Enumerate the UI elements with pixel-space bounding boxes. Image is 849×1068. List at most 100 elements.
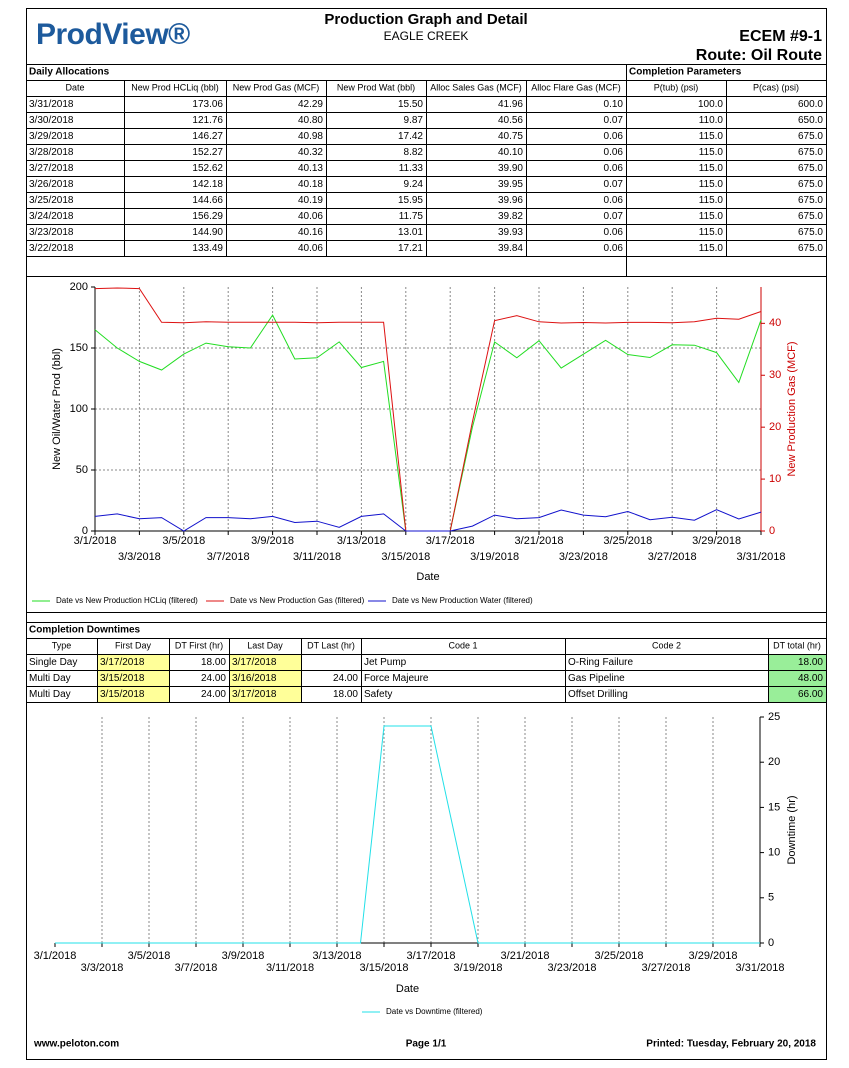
table-cell: 0.06 — [604, 227, 624, 238]
column-header: Alloc Flare Gas (MCF) — [531, 82, 621, 92]
table-cell: 3/26/2018 — [29, 179, 74, 190]
y2-tick-label: 0 — [769, 525, 775, 537]
table-cell: 675.0 — [798, 179, 823, 190]
table-cell: 39.84 — [498, 243, 523, 254]
column-header: Code 2 — [652, 640, 681, 650]
table-cell: 3/29/2018 — [29, 131, 74, 142]
table-cell: 650.0 — [798, 115, 823, 126]
table-cell: 24.00 — [201, 689, 226, 700]
table-cell: 18.00 — [201, 657, 226, 668]
y2-tick-label: 20 — [769, 421, 781, 433]
table-cell: 675.0 — [798, 163, 823, 174]
table-cell: 115.0 — [699, 179, 724, 190]
table-cell: 110.0 — [699, 115, 724, 126]
legend-label: Date vs New Production HCLiq (filtered) — [56, 596, 198, 605]
table-cell: 40.10 — [498, 147, 523, 158]
table-cell: 115.0 — [699, 147, 724, 158]
legend-label: Date vs Downtime (filtered) — [386, 1007, 483, 1016]
x-tick-label: 3/17/2018 — [407, 950, 456, 962]
table-cell: 48.00 — [798, 673, 823, 684]
y-tick-label: 5 — [768, 892, 774, 904]
series-line — [94, 509, 762, 532]
table-cell: 115.0 — [699, 243, 724, 254]
y-tick-label: 20 — [768, 756, 780, 768]
table-cell: O-Ring Failure — [568, 657, 633, 668]
column-header: DT total (hr) — [773, 640, 821, 650]
table-cell: 3/30/2018 — [29, 115, 74, 126]
table-cell: 39.96 — [498, 195, 523, 206]
table-cell: 11.75 — [399, 211, 424, 222]
table-cell: 3/17/2018 — [232, 689, 277, 700]
table-cell: 40.13 — [298, 163, 323, 174]
x-tick-label: 3/31/2018 — [736, 962, 785, 974]
table-cell: 152.27 — [192, 147, 223, 158]
table-cell: 0.07 — [604, 211, 624, 222]
table-cell: 40.19 — [298, 195, 323, 206]
x-axis-title: Date — [396, 983, 419, 995]
x-tick-label: 3/13/2018 — [337, 535, 386, 547]
column-header: DT Last (hr) — [307, 640, 355, 650]
table-cell: 13.01 — [398, 227, 423, 238]
table-cell: 40.75 — [498, 131, 523, 142]
table-cell: 675.0 — [798, 131, 823, 142]
table-cell: 40.06 — [298, 243, 323, 254]
table-cell: 9.87 — [404, 115, 424, 126]
x-axis-title: Date — [416, 571, 439, 583]
x-tick-label: 3/29/2018 — [692, 535, 741, 547]
section-title: Completion Parameters — [629, 67, 742, 78]
table-cell: 18.00 — [798, 657, 823, 668]
table-cell: 42.29 — [298, 99, 323, 110]
table-cell: 18.00 — [333, 689, 358, 700]
footer-page: Page 1/1 — [406, 1039, 447, 1050]
x-tick-label: 3/11/2018 — [266, 962, 314, 974]
column-header: Last Day — [247, 640, 283, 650]
x-tick-label: 3/25/2018 — [595, 950, 644, 962]
table-cell: 39.95 — [498, 179, 523, 190]
table-cell: 144.66 — [192, 195, 223, 206]
table-cell: 3/23/2018 — [29, 227, 74, 238]
table-cell: 0.06 — [604, 243, 624, 254]
column-header: New Prod Gas (MCF) — [233, 82, 320, 92]
table-cell: 8.82 — [404, 147, 424, 158]
table-cell: 24.00 — [333, 673, 358, 684]
table-cell: 11.33 — [399, 163, 424, 174]
table-cell: 600.0 — [798, 99, 823, 110]
x-tick-label: 3/31/2018 — [737, 551, 786, 563]
x-tick-label: 3/23/2018 — [548, 962, 597, 974]
y-tick-label: 100 — [70, 403, 88, 415]
table-cell: 40.18 — [298, 179, 323, 190]
table-cell: Multi Day — [29, 689, 71, 700]
x-tick-label: 3/21/2018 — [515, 535, 564, 547]
y2-tick-label: 40 — [769, 317, 781, 329]
cell-highlight — [98, 671, 169, 686]
y-tick-label: 15 — [768, 801, 780, 813]
report-title: Production Graph and Detail — [324, 11, 527, 28]
table-cell: 3/22/2018 — [29, 243, 74, 254]
cell-highlight — [230, 655, 301, 670]
x-tick-label: 3/23/2018 — [559, 551, 608, 563]
footer-website: www.peloton.com — [33, 1039, 119, 1050]
x-tick-label: 3/11/2018 — [293, 551, 341, 563]
table-cell: 40.56 — [498, 115, 523, 126]
column-header: New Prod HCLiq (bbl) — [131, 82, 219, 92]
logo: ProdView® — [36, 18, 190, 51]
table-cell: 115.0 — [699, 211, 724, 222]
x-tick-label: 3/9/2018 — [222, 950, 265, 962]
y-tick-label: 0 — [768, 937, 774, 949]
table-cell: 39.82 — [498, 211, 523, 222]
table-cell: 17.42 — [398, 131, 423, 142]
column-header: Type — [52, 640, 72, 650]
table-cell: 3/15/2018 — [100, 689, 145, 700]
table-cell: 0.06 — [604, 163, 624, 174]
table-cell: 0.10 — [604, 99, 624, 110]
table-cell: 675.0 — [798, 211, 823, 222]
y2-axis-title: New Production Gas (MCF) — [786, 341, 798, 476]
x-tick-label: 3/25/2018 — [603, 535, 652, 547]
x-tick-label: 3/13/2018 — [313, 950, 362, 962]
y-tick-label: 10 — [768, 847, 780, 859]
x-tick-label: 3/5/2018 — [128, 950, 171, 962]
table-cell: 0.06 — [604, 131, 624, 142]
table-cell: 40.32 — [298, 147, 323, 158]
y-tick-label: 50 — [76, 464, 88, 476]
x-tick-label: 3/15/2018 — [381, 551, 430, 563]
